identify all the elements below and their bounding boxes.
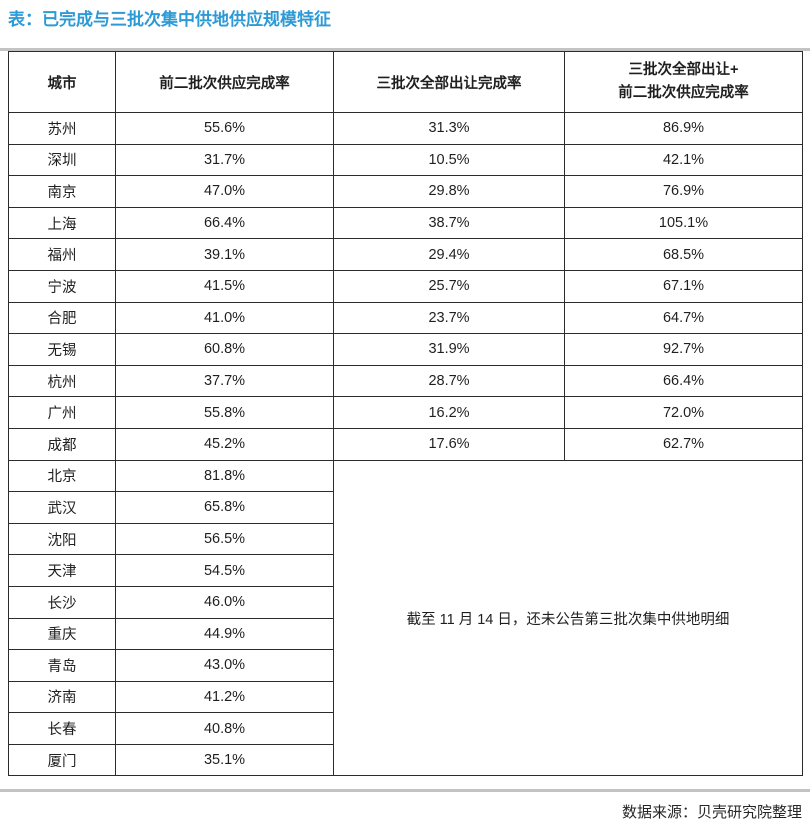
- combined-cell: 62.7%: [564, 427, 803, 461]
- third-batch-cell: 10.5%: [333, 143, 565, 177]
- table-row: 天津 54.5%: [8, 554, 803, 587]
- header-row: 城市 前二批次供应完成率 三批次全部出让完成率 三批次全部出让+ 前二批次供应完…: [8, 51, 803, 113]
- first-two-batches-cell: 44.9%: [115, 617, 334, 651]
- first-two-batches-cell: 41.0%: [115, 301, 334, 335]
- table-row: 南京 47.0% 29.8% 76.9%: [8, 175, 803, 208]
- combined-cell: 66.4%: [564, 364, 803, 398]
- table-row: 上海 66.4% 38.7% 105.1%: [8, 206, 803, 240]
- first-two-batches-cell: 35.1%: [115, 743, 334, 777]
- first-two-batches-cell: 39.1%: [115, 238, 334, 271]
- table-row: 武汉 65.8%: [8, 491, 803, 524]
- combined-cell: 42.1%: [564, 143, 803, 177]
- city-cell: 福州: [8, 238, 116, 271]
- first-two-batches-cell: 55.8%: [115, 396, 334, 429]
- table-row: 济南 41.2%: [8, 680, 803, 714]
- city-cell: 成都: [8, 427, 116, 461]
- table-title: 表：已完成与三批次集中供地供应规模特征: [8, 10, 331, 29]
- combined-cell: 76.9%: [564, 175, 803, 208]
- table-row: 青岛 43.0%: [8, 649, 803, 682]
- table-row: 福州 39.1% 29.4% 68.5%: [8, 238, 803, 271]
- third-batch-cell: 29.4%: [333, 238, 565, 271]
- table-row: 长春 40.8%: [8, 712, 803, 745]
- combined-cell: 105.1%: [564, 206, 803, 240]
- table-row: 无锡 60.8% 31.9% 92.7%: [8, 333, 803, 366]
- first-two-batches-cell: 65.8%: [115, 491, 334, 524]
- header-combined-line1: 三批次全部出让+: [628, 62, 739, 78]
- city-cell: 合肥: [8, 301, 116, 335]
- third-batch-cell: 17.6%: [333, 427, 565, 461]
- first-two-batches-cell: 40.8%: [115, 712, 334, 745]
- first-two-batches-cell: 43.0%: [115, 649, 334, 682]
- table-row: 沈阳 56.5%: [8, 522, 803, 556]
- first-two-batches-cell: 54.5%: [115, 554, 334, 587]
- first-two-batches-cell: 66.4%: [115, 206, 334, 240]
- first-two-batches-cell: 56.5%: [115, 522, 334, 556]
- land-supply-table: 城市 前二批次供应完成率 三批次全部出让完成率 三批次全部出让+ 前二批次供应完…: [8, 51, 803, 777]
- table-row: 长沙 46.0%: [8, 585, 803, 619]
- first-two-batches-cell: 41.5%: [115, 269, 334, 303]
- combined-cell: 92.7%: [564, 333, 803, 366]
- city-cell: 长沙: [8, 585, 116, 619]
- combined-cell: 64.7%: [564, 301, 803, 335]
- first-two-batches-cell: 45.2%: [115, 427, 334, 461]
- third-batch-cell: 28.7%: [333, 364, 565, 398]
- table-row: 重庆 44.9%: [8, 617, 803, 651]
- city-cell: 深圳: [8, 143, 116, 177]
- third-batch-cell: 31.9%: [333, 333, 565, 366]
- header-first-two-batches: 前二批次供应完成率: [115, 51, 334, 113]
- third-batch-cell: 16.2%: [333, 396, 565, 429]
- first-two-batches-cell: 37.7%: [115, 364, 334, 398]
- city-cell: 长春: [8, 712, 116, 745]
- first-two-batches-cell: 46.0%: [115, 585, 334, 619]
- table-row: 合肥 41.0% 23.7% 64.7%: [8, 301, 803, 335]
- bottom-divider-rule: [0, 789, 810, 793]
- combined-cell: 72.0%: [564, 396, 803, 429]
- first-two-batches-cell: 47.0%: [115, 175, 334, 208]
- table-row: 宁波 41.5% 25.7% 67.1%: [8, 269, 803, 303]
- city-cell: 天津: [8, 554, 116, 587]
- third-batch-cell: 23.7%: [333, 301, 565, 335]
- city-cell: 苏州: [8, 112, 116, 145]
- city-cell: 广州: [8, 396, 116, 429]
- first-two-batches-cell: 60.8%: [115, 333, 334, 366]
- table-row: 广州 55.8% 16.2% 72.0%: [8, 396, 803, 429]
- city-cell: 上海: [8, 206, 116, 240]
- third-batch-cell: 29.8%: [333, 175, 565, 208]
- city-cell: 重庆: [8, 617, 116, 651]
- table-row: 厦门 35.1%: [8, 743, 803, 777]
- city-cell: 武汉: [8, 491, 116, 524]
- city-cell: 厦门: [8, 743, 116, 777]
- first-two-batches-cell: 81.8%: [115, 459, 334, 493]
- combined-cell: 68.5%: [564, 238, 803, 271]
- table-row: 深圳 31.7% 10.5% 42.1%: [8, 143, 803, 177]
- city-cell: 沈阳: [8, 522, 116, 556]
- header-combined-line2: 前二批次供应完成率: [618, 85, 749, 101]
- data-source-note: 数据来源：贝壳研究院整理: [621, 804, 802, 822]
- table-row: 苏州 55.6% 31.3% 86.9%: [8, 112, 803, 145]
- first-two-batches-cell: 31.7%: [115, 143, 334, 177]
- third-batch-cell: 38.7%: [333, 206, 565, 240]
- third-batch-cell: 31.3%: [333, 112, 565, 145]
- merged-note-cell: 截至 11 月 14 日，还未公告第三批次集中供地明细: [333, 459, 803, 777]
- city-cell: 无锡: [8, 333, 116, 366]
- top-divider-rule: [0, 48, 810, 51]
- header-third-batch: 三批次全部出让完成率: [333, 51, 565, 113]
- city-cell: 青岛: [8, 649, 116, 682]
- combined-cell: 86.9%: [564, 112, 803, 145]
- table-row: 北京 81.8% 截至 11 月 14 日，还未公告第三批次集中供地明细: [8, 459, 803, 777]
- city-cell: 济南: [8, 680, 116, 714]
- first-two-batches-cell: 55.6%: [115, 112, 334, 145]
- city-cell: 杭州: [8, 364, 116, 398]
- first-two-batches-cell: 41.2%: [115, 680, 334, 714]
- city-cell: 宁波: [8, 269, 116, 303]
- table-row: 成都 45.2% 17.6% 62.7%: [8, 427, 803, 461]
- table-row: 杭州 37.7% 28.7% 66.4%: [8, 364, 803, 398]
- city-cell: 北京: [8, 459, 116, 493]
- header-combined: 三批次全部出让+ 前二批次供应完成率: [564, 51, 803, 113]
- city-cell: 南京: [8, 175, 116, 208]
- third-batch-cell: 25.7%: [333, 269, 565, 303]
- combined-cell: 67.1%: [564, 269, 803, 303]
- header-city: 城市: [8, 51, 116, 113]
